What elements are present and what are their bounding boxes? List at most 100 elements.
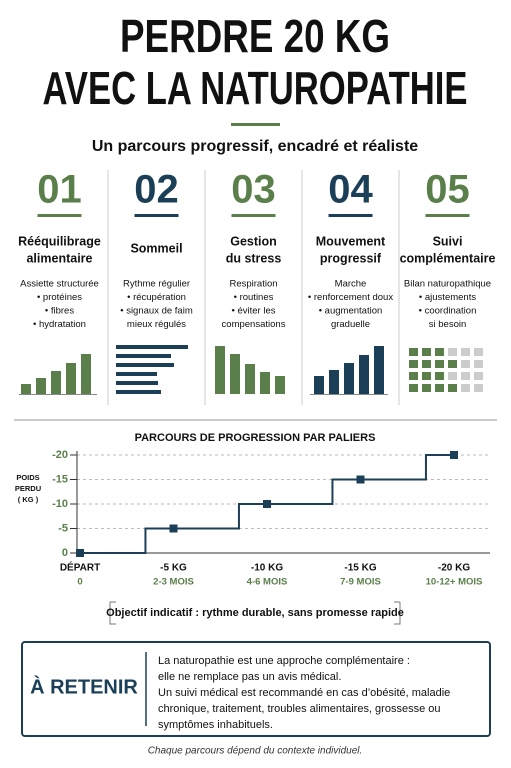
icon-bar [21, 384, 31, 394]
bracket [109, 601, 401, 625]
step-line [80, 527, 174, 554]
icon-cell [448, 360, 457, 368]
column-item: Bilan naturopathique [404, 279, 491, 290]
number-underline [134, 214, 179, 217]
step-number: 05 [425, 168, 470, 212]
y-axis-label: PERDU [15, 484, 41, 493]
column-title: alimentaire [26, 251, 92, 265]
step-number: 04 [328, 168, 373, 212]
icon-cell [435, 360, 444, 368]
callout-line: elle ne remplace pas un avis médical. [158, 671, 341, 683]
column-item: • augmentation [319, 306, 383, 317]
column-title: du stress [226, 251, 282, 265]
column-item: Respiration [229, 279, 277, 290]
step-marker [263, 500, 271, 508]
x-tick-label: DÉPART [60, 561, 100, 574]
icon-cell [461, 348, 470, 356]
step-line [360, 454, 454, 481]
column-item: • éviter les [232, 306, 276, 317]
number-underline [37, 214, 82, 217]
icon-cell [474, 372, 483, 380]
icon-bar [116, 363, 174, 367]
y-tick-label: -10 [52, 498, 68, 510]
callout-heading: À RETENIR [30, 675, 138, 698]
column-item: • fibres [45, 306, 74, 317]
y-axis-label: POIDS [16, 473, 39, 482]
icon-bar [116, 372, 157, 376]
icon-cell [448, 348, 457, 356]
icon-bar [116, 354, 171, 358]
column-item: Marche [335, 279, 367, 290]
icon-bar [81, 354, 91, 394]
icon-bar [245, 364, 255, 394]
icon-cell [461, 372, 470, 380]
divider [231, 123, 280, 126]
icon-bar [329, 370, 339, 394]
icon-cell [461, 384, 470, 392]
column-item: • coordination [419, 306, 477, 317]
footer: Chaque parcours dépend du contexte indiv… [148, 746, 363, 757]
icon-bar [314, 376, 324, 394]
column-item: Assiette structurée [20, 279, 99, 290]
step-number: 02 [134, 168, 179, 212]
callout-line: chronique, traitement, troubles alimenta… [158, 703, 440, 715]
column-title: Mouvement [316, 234, 386, 248]
y-axis-label: ( KG ) [18, 495, 39, 504]
column-item: • protéines [37, 292, 82, 303]
step-marker [450, 451, 458, 459]
column-item: • ajustements [419, 292, 476, 303]
y-tick-label: -5 [58, 522, 68, 534]
column-item: compensations [222, 319, 286, 330]
number-underline [425, 214, 470, 217]
icon-bar [275, 376, 285, 394]
icon-bar [51, 371, 61, 394]
column-item: • signaux de faim [120, 306, 193, 317]
icon-cell [409, 348, 418, 356]
column-item: graduelle [331, 319, 370, 330]
icon-cell [409, 360, 418, 368]
icon-cell [409, 372, 418, 380]
icon-bar [66, 363, 76, 394]
icon-cell [422, 384, 431, 392]
icon-cell [409, 384, 418, 392]
column-item: • routines [234, 292, 274, 303]
step-marker [76, 549, 84, 557]
icon-cell [422, 348, 431, 356]
column-item: • renforcement doux [308, 292, 393, 303]
x-tick-label: -20 KG [438, 563, 470, 574]
column-item: • récupération [127, 292, 186, 303]
column-item: • hydratation [33, 319, 86, 330]
icon-cell [435, 372, 444, 380]
column-title: Rééquilibrage [18, 234, 101, 248]
x-sublabel: 7-9 MOIS [340, 577, 381, 588]
icon-cell [422, 360, 431, 368]
icon-bar [374, 346, 384, 394]
icon-cell [474, 384, 483, 392]
column-title: complémentaire [400, 251, 496, 265]
x-sublabel: 4-6 MOIS [247, 577, 288, 588]
icon-bar [260, 372, 270, 394]
chart-title: PARCOURS DE PROGRESSION PAR PALIERS [135, 432, 376, 444]
title: PERDRE 20 KG [120, 10, 390, 62]
number-underline [328, 214, 373, 217]
icon-cell [435, 384, 444, 392]
icon-cell [435, 348, 444, 356]
icon-bar [116, 390, 161, 394]
icon-cell [474, 360, 483, 368]
callout-box [21, 641, 491, 737]
icon-bar [230, 354, 240, 394]
number-underline [231, 214, 276, 217]
callout-line: La naturopathie est une approche complém… [158, 655, 410, 667]
step-number: 01 [37, 168, 82, 212]
x-tick-label: -15 KG [344, 563, 376, 574]
column-title: progressif [320, 251, 382, 265]
column-title: Gestion [230, 234, 277, 248]
x-tick-label: -10 KG [251, 563, 283, 574]
icon-cell [474, 348, 483, 356]
x-sublabel: 10-12+ MOIS [426, 577, 483, 588]
column-item: mieux régulés [127, 319, 186, 330]
step-marker [169, 524, 178, 533]
step-line [267, 478, 361, 505]
